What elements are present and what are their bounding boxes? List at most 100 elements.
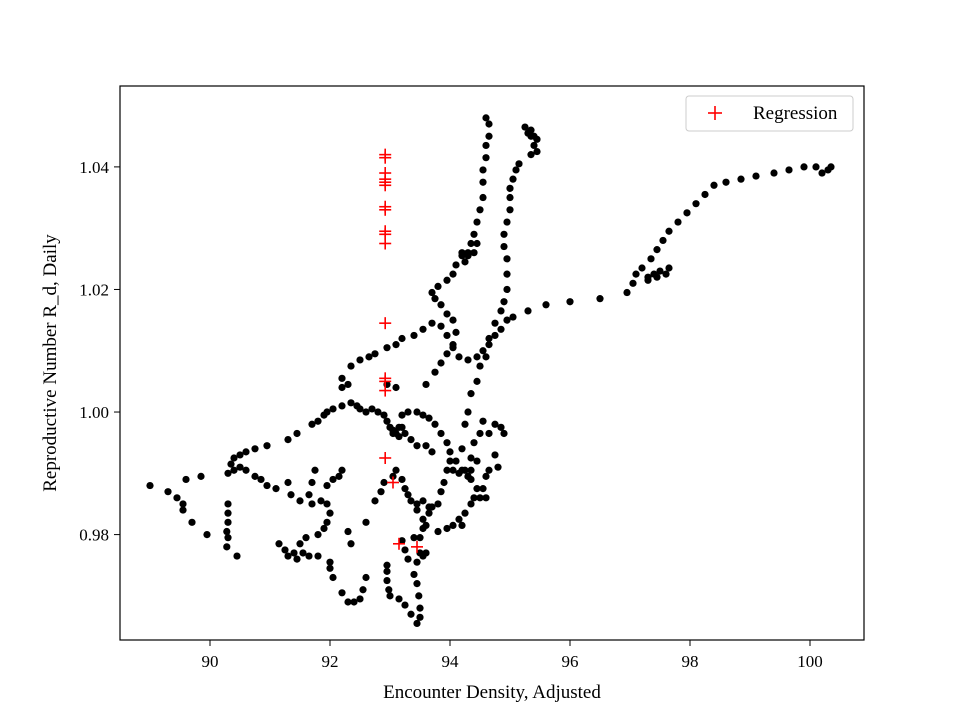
data-point (389, 426, 397, 435)
data-point (242, 466, 250, 474)
data-point (338, 374, 346, 382)
data-point (527, 132, 535, 140)
data-point (659, 236, 667, 245)
regression-point (379, 179, 392, 192)
data-point (506, 184, 514, 192)
data-point (386, 592, 394, 600)
data-point (251, 445, 259, 453)
data-point (317, 497, 325, 505)
data-point (308, 478, 316, 487)
data-point (314, 417, 322, 425)
data-point (203, 530, 211, 539)
data-point (800, 163, 808, 171)
data-point (431, 420, 439, 428)
data-point (482, 154, 490, 162)
data-point (473, 239, 481, 248)
data-point (665, 227, 673, 235)
data-point (500, 429, 508, 438)
data-point (335, 472, 343, 480)
data-point (428, 448, 436, 456)
data-point (224, 469, 232, 477)
data-point (377, 488, 385, 496)
data-point (365, 353, 373, 361)
data-point (401, 429, 409, 438)
data-point (431, 368, 439, 376)
regression-point (387, 476, 399, 489)
data-point (818, 169, 826, 177)
data-point (329, 573, 337, 582)
x-tick-label: 94 (442, 652, 460, 671)
x-tick-label: 92 (322, 652, 339, 671)
data-point (323, 500, 331, 508)
data-point (479, 485, 487, 493)
data-point (542, 301, 550, 309)
data-point (485, 334, 493, 343)
data-point (197, 472, 205, 480)
data-point (476, 494, 484, 502)
data-point (500, 242, 508, 251)
data-point (464, 356, 472, 364)
data-point (230, 466, 238, 474)
data-point (314, 552, 322, 560)
x-tick-label: 90 (202, 652, 219, 671)
legend-marker-regression (708, 106, 722, 120)
x-axis-ticks: 90 92 94 96 98 100 (202, 640, 823, 671)
data-point (308, 500, 316, 508)
data-point (458, 521, 466, 530)
data-point (146, 481, 154, 490)
data-point (344, 527, 352, 536)
data-point (443, 331, 451, 340)
data-point (407, 497, 415, 505)
data-point (452, 457, 460, 465)
data-point (416, 613, 424, 621)
data-point (503, 270, 511, 278)
data-point (485, 341, 493, 349)
data-point (467, 390, 475, 398)
data-point (644, 276, 652, 284)
data-point (503, 218, 511, 226)
data-point (521, 123, 529, 131)
data-point (323, 408, 331, 416)
data-point (428, 288, 436, 297)
data-point (470, 230, 478, 238)
data-point (653, 273, 661, 281)
data-point (458, 445, 466, 453)
regression-point (379, 384, 392, 397)
data-point (224, 534, 232, 542)
data-point (449, 344, 457, 352)
data-point (434, 500, 442, 508)
regression-point (379, 203, 392, 216)
data-point (443, 524, 451, 533)
data-point (410, 570, 418, 579)
data-point (281, 546, 289, 554)
data-point (284, 436, 292, 444)
data-point (338, 589, 346, 597)
data-point (383, 417, 391, 425)
data-point (401, 485, 409, 493)
regression-point (379, 237, 392, 250)
data-point (674, 218, 682, 226)
data-point (251, 472, 259, 480)
data-point (413, 500, 421, 508)
data-point (437, 322, 445, 330)
data-point (662, 270, 670, 278)
data-point (356, 405, 364, 413)
data-point (224, 518, 232, 526)
data-point (485, 132, 493, 140)
data-point (392, 341, 400, 349)
data-point (314, 530, 322, 539)
data-point (380, 478, 388, 487)
data-point (425, 414, 433, 422)
data-point (440, 478, 448, 487)
data-point (491, 420, 499, 428)
data-point (437, 429, 445, 438)
data-point (392, 383, 400, 392)
data-point (464, 472, 472, 480)
data-point (398, 537, 406, 545)
data-point (338, 402, 346, 410)
data-point (647, 255, 655, 263)
data-point (299, 549, 307, 557)
data-point (230, 454, 238, 462)
data-point (497, 423, 505, 431)
